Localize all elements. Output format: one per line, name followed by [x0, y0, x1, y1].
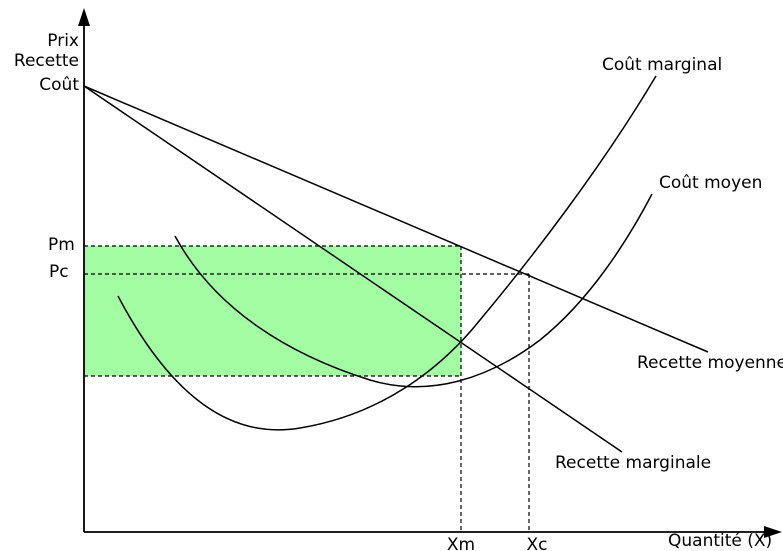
average-cost-curve [174, 193, 653, 388]
marginal-revenue-curve [83, 85, 623, 453]
xc-label: Xc [527, 535, 548, 551]
marginal-cost-curve [117, 75, 657, 431]
pc-label: Pc [49, 262, 69, 282]
xm-label: Xm [447, 535, 475, 551]
y-axis-label-line-1: Prix [47, 31, 79, 51]
average-revenue-curve [83, 85, 709, 353]
marginal-revenue-label: Recette marginale [555, 453, 711, 473]
y-axis-label-line-2: Recette [14, 51, 79, 71]
pm-label: Pm [48, 235, 75, 255]
average-revenue-label: Recette moyenne [637, 353, 783, 373]
y-axis-arrow-icon [78, 8, 90, 26]
marginal-cost-label: Coût marginal [602, 55, 722, 75]
average-cost-label: Coût moyen [659, 173, 762, 193]
x-axis-arrow-icon [764, 526, 782, 538]
y-axis-label-line-3: Coût [39, 75, 79, 95]
x-axis-label: Quantité (X) [668, 531, 772, 551]
profit-area [84, 246, 461, 376]
